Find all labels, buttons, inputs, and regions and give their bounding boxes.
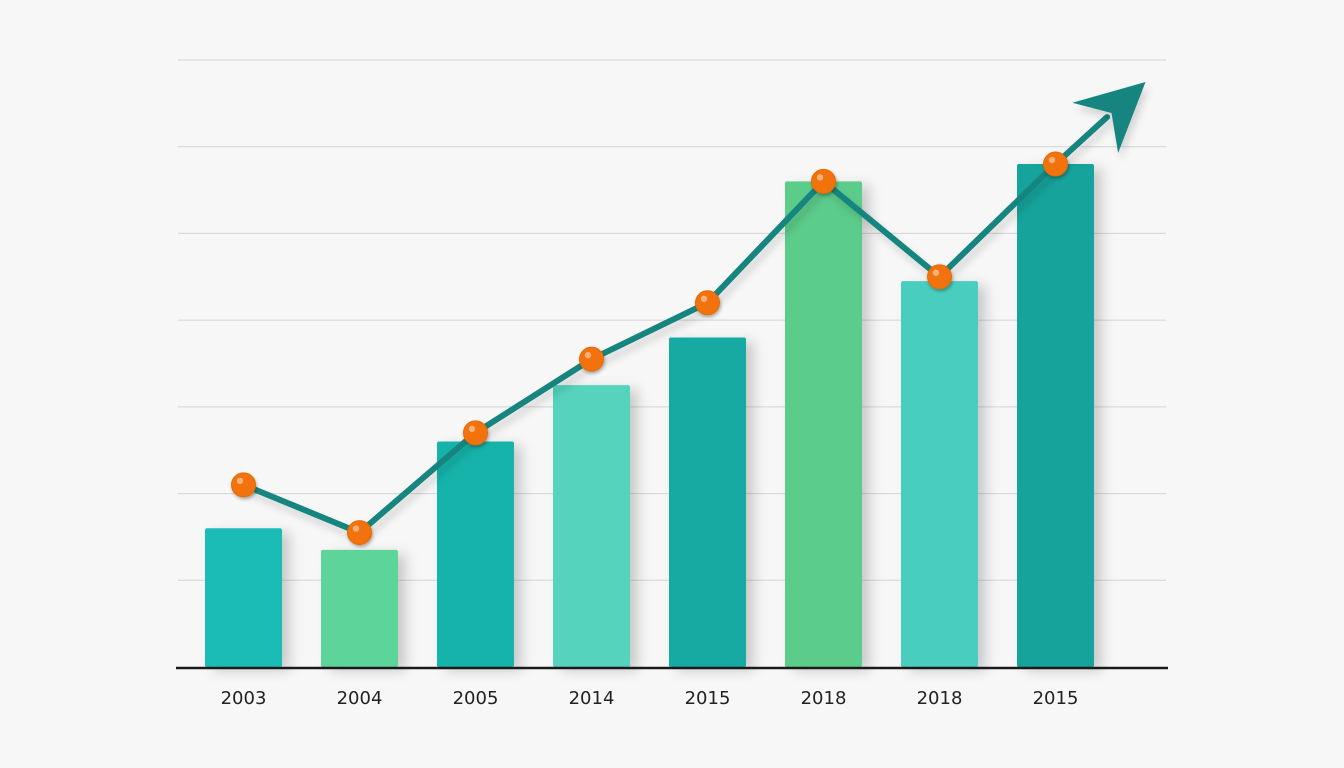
bar-2014 bbox=[553, 385, 630, 667]
trend-marker-2014 bbox=[579, 346, 604, 372]
trend-marker-2018 bbox=[927, 264, 952, 290]
trend-arrow-head bbox=[1072, 82, 1146, 153]
bar-2015 bbox=[669, 337, 746, 667]
x-tick-label: 2005 bbox=[453, 688, 499, 709]
bar-2003 bbox=[205, 528, 282, 667]
bar-2015 bbox=[1017, 164, 1094, 668]
x-tick-labels: 2003 2004 2005 2014 2015 2018 2018 2015 bbox=[221, 688, 1079, 709]
x-tick-label: 2018 bbox=[917, 688, 963, 709]
trend-marker-highlight bbox=[932, 269, 940, 276]
x-tick-label: 2003 bbox=[221, 688, 267, 709]
trend-marker-2015 bbox=[695, 290, 720, 316]
bar-2005 bbox=[437, 441, 514, 667]
trend-markers bbox=[231, 151, 1068, 546]
trend-marker-highlight bbox=[816, 174, 824, 181]
trend-marker-highlight bbox=[468, 425, 476, 433]
trend-marker-highlight bbox=[1048, 156, 1056, 164]
trend-marker-2005 bbox=[463, 420, 488, 446]
x-tick-label: 2004 bbox=[337, 688, 383, 709]
trend-marker-highlight bbox=[352, 525, 360, 532]
x-tick-label: 2015 bbox=[685, 688, 731, 709]
trend-marker-highlight bbox=[236, 477, 244, 485]
trend-marker-highlight bbox=[700, 295, 708, 302]
trend-marker-highlight bbox=[584, 351, 592, 359]
trend-marker-2003 bbox=[231, 472, 256, 498]
x-tick-label: 2018 bbox=[801, 688, 847, 709]
x-tick-label: 2014 bbox=[569, 688, 615, 709]
x-tick-label: 2015 bbox=[1033, 688, 1079, 709]
bars bbox=[205, 164, 1094, 668]
bar-2018 bbox=[785, 181, 862, 667]
trend-marker-2004 bbox=[347, 520, 372, 546]
trend-marker-2015 bbox=[1043, 151, 1068, 177]
trend-marker-2018 bbox=[811, 168, 836, 194]
bar-2018 bbox=[901, 281, 978, 667]
bar-2004 bbox=[321, 549, 398, 667]
